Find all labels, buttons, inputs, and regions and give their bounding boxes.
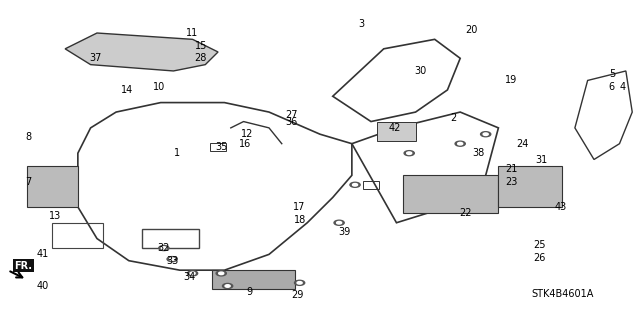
Text: 28: 28 xyxy=(195,53,207,63)
Text: 4: 4 xyxy=(620,82,626,92)
Polygon shape xyxy=(65,33,218,71)
Text: 5: 5 xyxy=(609,69,615,79)
Circle shape xyxy=(159,246,169,250)
Polygon shape xyxy=(212,270,294,289)
Text: STK4B4601A: STK4B4601A xyxy=(531,289,593,299)
Text: 10: 10 xyxy=(154,82,166,92)
Text: 23: 23 xyxy=(505,177,517,187)
Text: 3: 3 xyxy=(358,19,365,28)
Text: 22: 22 xyxy=(459,208,472,218)
Text: 27: 27 xyxy=(285,110,298,120)
Circle shape xyxy=(188,271,198,276)
Text: 9: 9 xyxy=(247,287,253,297)
Circle shape xyxy=(483,133,488,136)
Circle shape xyxy=(216,271,227,276)
Polygon shape xyxy=(27,166,78,207)
Bar xyxy=(364,181,379,189)
Circle shape xyxy=(223,284,233,288)
Text: 13: 13 xyxy=(49,211,61,221)
Circle shape xyxy=(225,285,230,287)
Text: 8: 8 xyxy=(25,132,31,142)
Bar xyxy=(211,143,226,151)
Circle shape xyxy=(161,247,166,249)
Text: 7: 7 xyxy=(25,177,31,187)
Circle shape xyxy=(170,258,175,260)
Text: 25: 25 xyxy=(534,240,546,250)
Text: 37: 37 xyxy=(90,53,102,63)
Text: 31: 31 xyxy=(536,154,548,165)
Text: 21: 21 xyxy=(505,164,517,174)
Text: 34: 34 xyxy=(183,271,195,281)
Circle shape xyxy=(297,282,302,284)
Text: 36: 36 xyxy=(285,116,298,127)
Text: 15: 15 xyxy=(195,41,207,51)
Text: 41: 41 xyxy=(36,249,49,259)
Circle shape xyxy=(458,142,463,145)
Text: 12: 12 xyxy=(241,129,253,139)
Circle shape xyxy=(219,272,224,275)
Text: 2: 2 xyxy=(451,113,457,123)
Circle shape xyxy=(481,132,491,137)
Polygon shape xyxy=(403,175,499,213)
Polygon shape xyxy=(499,166,562,207)
Text: 29: 29 xyxy=(291,291,304,300)
Text: 43: 43 xyxy=(555,202,567,212)
Text: 40: 40 xyxy=(36,281,49,291)
Circle shape xyxy=(455,141,465,146)
Text: 6: 6 xyxy=(609,82,615,92)
Text: 14: 14 xyxy=(122,85,134,95)
Text: 11: 11 xyxy=(186,28,198,38)
Text: 18: 18 xyxy=(294,215,306,225)
Circle shape xyxy=(406,152,412,154)
Circle shape xyxy=(350,182,360,187)
Text: 1: 1 xyxy=(173,148,180,158)
Circle shape xyxy=(190,272,195,275)
Text: 39: 39 xyxy=(338,227,350,237)
Circle shape xyxy=(337,221,342,224)
Circle shape xyxy=(404,151,414,156)
Text: FR.: FR. xyxy=(14,261,32,271)
Text: 30: 30 xyxy=(415,66,427,76)
Circle shape xyxy=(334,220,344,225)
Text: 32: 32 xyxy=(157,243,170,253)
Text: 38: 38 xyxy=(472,148,484,158)
Text: 42: 42 xyxy=(389,123,401,133)
Text: 17: 17 xyxy=(293,202,306,212)
Polygon shape xyxy=(378,122,415,141)
Circle shape xyxy=(167,256,177,262)
Text: 19: 19 xyxy=(505,76,517,85)
Text: 16: 16 xyxy=(239,139,252,149)
Text: 20: 20 xyxy=(465,25,478,35)
Text: 33: 33 xyxy=(166,256,179,266)
Text: 35: 35 xyxy=(215,142,227,152)
Text: 24: 24 xyxy=(516,139,529,149)
Circle shape xyxy=(353,183,358,186)
Text: 26: 26 xyxy=(534,253,546,263)
Circle shape xyxy=(294,280,305,286)
